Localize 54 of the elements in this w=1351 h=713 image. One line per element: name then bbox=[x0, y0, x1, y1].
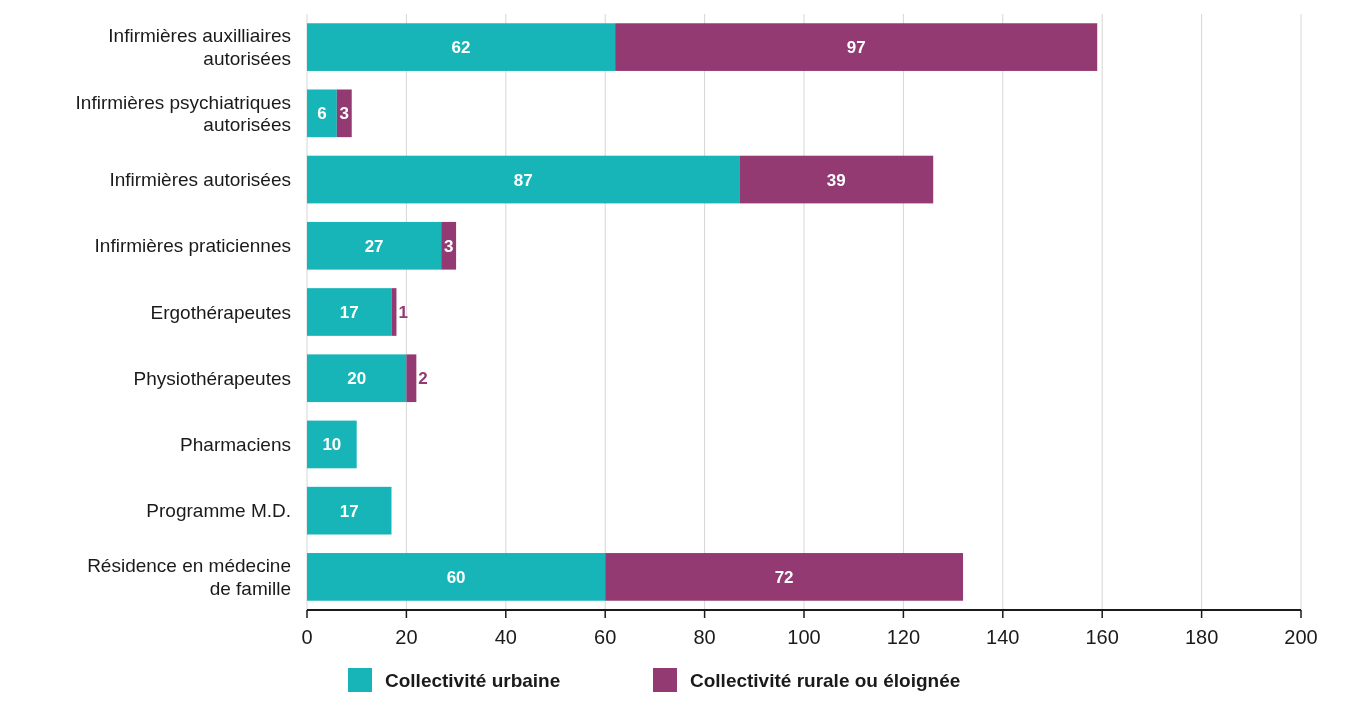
bar bbox=[307, 221, 442, 270]
bar bbox=[336, 89, 352, 138]
data-label: 62 bbox=[451, 38, 471, 58]
bar bbox=[307, 23, 616, 71]
y-tick-label: Infirmières auxilliaires autorisées bbox=[108, 25, 291, 70]
y-tick-label: Ergothérapeutes bbox=[150, 301, 291, 323]
data-label: 17 bbox=[339, 302, 359, 322]
x-tick-label: 40 bbox=[494, 626, 517, 648]
x-tick-label: 100 bbox=[787, 626, 821, 648]
x-tick-label: 20 bbox=[395, 626, 418, 648]
x-tick-label: 80 bbox=[693, 626, 716, 648]
bar bbox=[406, 354, 417, 403]
data-label: 3 bbox=[339, 104, 350, 124]
bar bbox=[391, 288, 397, 336]
y-tick-label: Programme M.D. bbox=[146, 500, 291, 522]
data-label: 3 bbox=[443, 236, 454, 256]
bar bbox=[307, 89, 337, 138]
data-label: 27 bbox=[364, 236, 384, 256]
bar bbox=[605, 553, 964, 601]
x-tick-label: 160 bbox=[1085, 626, 1119, 648]
data-label: 1 bbox=[398, 302, 408, 322]
bar bbox=[307, 486, 392, 535]
y-tick-label: Physiothérapeutes bbox=[133, 367, 291, 389]
x-tick-label: 180 bbox=[1184, 626, 1219, 648]
data-label: 39 bbox=[826, 170, 846, 190]
bar bbox=[307, 354, 407, 403]
legend-label: Collectivité urbaine bbox=[385, 670, 561, 691]
data-label: 87 bbox=[513, 170, 533, 190]
y-tick-label: Pharmaciens bbox=[180, 434, 291, 456]
x-tick-label: 60 bbox=[594, 626, 617, 648]
data-label: 20 bbox=[347, 369, 367, 389]
x-tick-label: 0 bbox=[301, 626, 313, 648]
y-tick-label: Infirmières praticiennes bbox=[94, 235, 291, 257]
legend-label: Collectivité rurale ou éloignée bbox=[690, 670, 961, 691]
bar bbox=[307, 420, 357, 469]
y-tick-label: Résidence en médecine de famille bbox=[87, 555, 291, 599]
bar bbox=[615, 23, 1098, 71]
x-tick-label: 200 bbox=[1284, 626, 1318, 648]
x-tick-label: 140 bbox=[986, 626, 1020, 648]
bar bbox=[307, 553, 606, 601]
data-label: 17 bbox=[339, 501, 359, 521]
data-label: 10 bbox=[322, 435, 342, 455]
data-label: 60 bbox=[446, 567, 466, 587]
bar bbox=[307, 155, 740, 204]
y-tick-label: Infirmières autorisées bbox=[109, 169, 291, 191]
bar bbox=[739, 155, 934, 204]
data-label: 72 bbox=[774, 567, 794, 587]
y-tick-label: Infirmières psychiatriques autorisées bbox=[75, 91, 291, 136]
data-label: 2 bbox=[418, 369, 428, 389]
data-label: 6 bbox=[317, 104, 327, 124]
data-label: 97 bbox=[846, 38, 866, 58]
bar bbox=[307, 288, 392, 336]
bar bbox=[441, 221, 457, 270]
x-tick-label: 120 bbox=[886, 626, 921, 648]
